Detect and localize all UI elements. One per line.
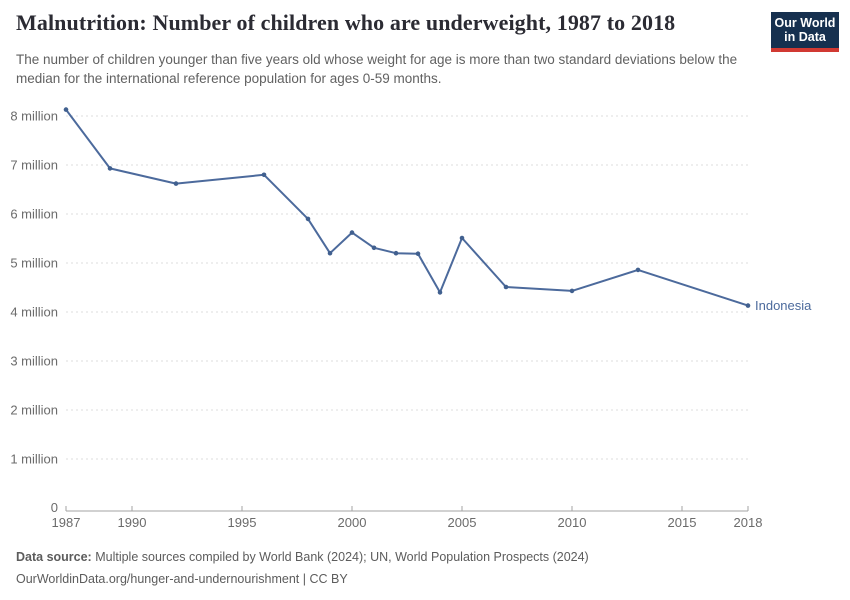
data-point (327, 250, 333, 256)
chart-subtitle: The number of children younger than five… (16, 52, 738, 86)
owid-url-link[interactable]: OurWorldinData.org/hunger-and-undernouri… (16, 571, 300, 586)
y-axis-tick-label: 2 million (10, 403, 58, 418)
data-line-indonesia (65, 109, 749, 307)
x-axis-tick-label: 2005 (448, 515, 477, 530)
owid-logo[interactable]: Our World in Data (771, 12, 839, 52)
data-point (415, 251, 421, 256)
x-axis-tick-label: 1987 (52, 515, 81, 530)
y-axis-tick-label: 4 million (10, 305, 58, 320)
data-point (437, 290, 443, 295)
y-axis-tick-label: 6 million (10, 207, 58, 222)
owid-logo-line2: in Data (784, 29, 826, 44)
chart-footer: Data source: Multiple sources compiled b… (16, 547, 589, 590)
footer-datasource-line: Data source: Multiple sources compiled b… (16, 547, 589, 569)
page-title: Malnutrition: Number of children who are… (16, 10, 676, 35)
data-point (459, 235, 465, 241)
license-text: | CC BY (299, 571, 348, 586)
data-point (393, 250, 399, 256)
footer-license-line: OurWorldinData.org/hunger-and-undernouri… (16, 569, 589, 591)
data-point (173, 181, 179, 186)
y-axis-tick-label: 3 million (10, 354, 58, 369)
x-axis-tick-label: 1995 (228, 515, 257, 530)
entity-label: Indonesia (755, 298, 812, 313)
datasource-label: Data source: (16, 550, 92, 564)
data-point (349, 230, 355, 235)
owid-logo-line1: Our World (774, 16, 836, 30)
data-point (569, 288, 575, 294)
x-axis-tick-label: 2000 (338, 515, 367, 530)
y-axis-tick-label: 8 million (10, 109, 58, 124)
y-axis-tick-label: 7 million (10, 158, 58, 173)
data-point (635, 267, 641, 273)
y-axis-tick-label: 0 (51, 500, 58, 515)
data-point (503, 284, 509, 290)
data-point (63, 107, 69, 112)
data-point (261, 172, 267, 178)
x-axis-tick-label: 2015 (668, 515, 697, 530)
y-axis-tick-label: 1 million (10, 452, 58, 467)
x-axis-tick-label: 2018 (734, 515, 763, 530)
data-point (745, 303, 751, 308)
y-axis-tick-label: 5 million (10, 256, 58, 271)
data-point (305, 216, 311, 222)
x-axis-tick-label: 2010 (558, 515, 587, 530)
data-point (107, 166, 113, 171)
x-axis-tick-label: 1990 (118, 515, 147, 530)
datasource-text: Multiple sources compiled by World Bank … (91, 550, 589, 564)
data-point (371, 245, 377, 251)
